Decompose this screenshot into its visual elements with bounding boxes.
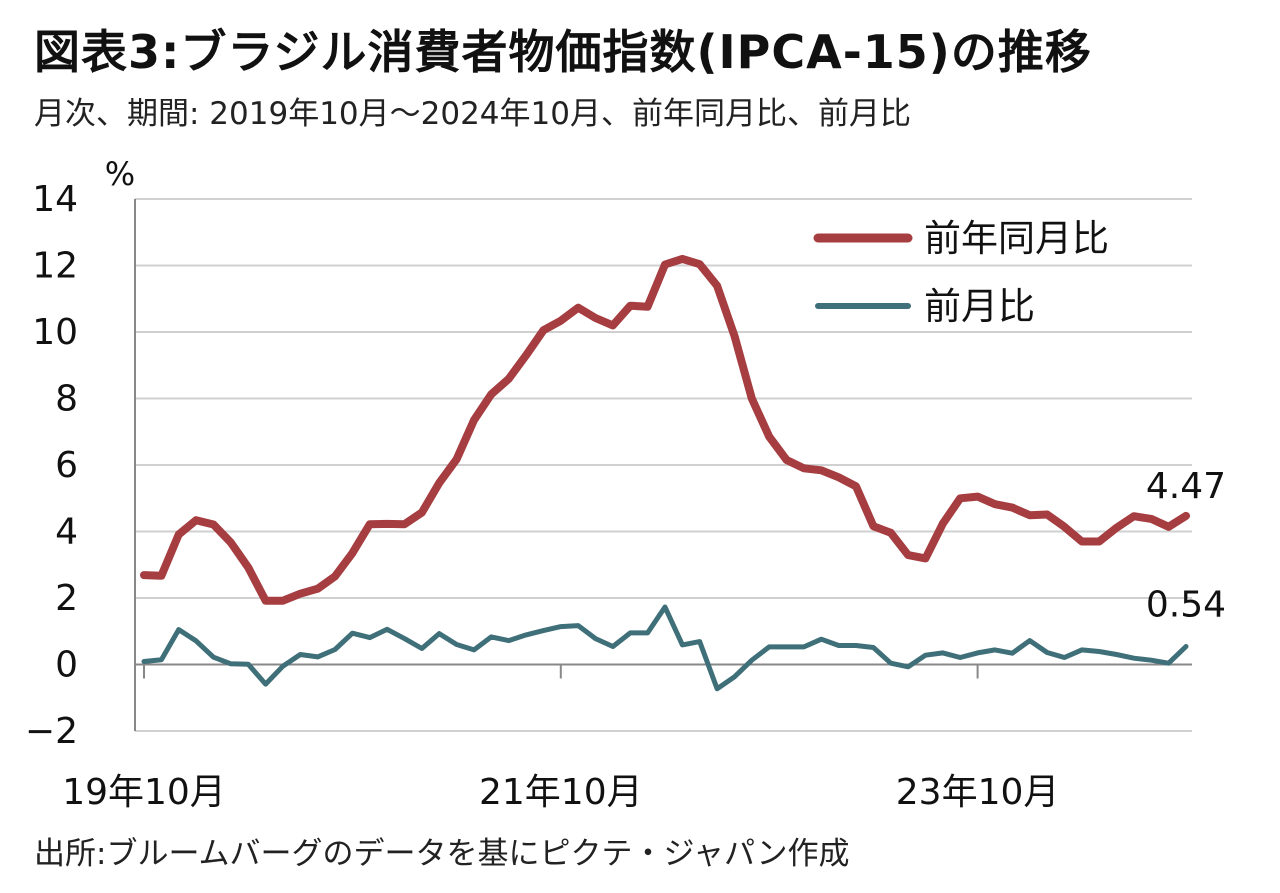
legend-label-mom: 前月比 xyxy=(924,285,1035,328)
data-label-yoy-last: 4.47 xyxy=(1146,466,1226,507)
y-tick-label: 12 xyxy=(32,246,78,287)
x-tick-label: 19年10月 xyxy=(62,772,226,813)
y-tick-label: 0 xyxy=(55,645,78,686)
data-label-mom-last: 0.54 xyxy=(1146,585,1226,626)
y-tick-label: 8 xyxy=(55,379,78,420)
y-tick-label: 4 xyxy=(55,512,78,553)
chart-title: 図表3:ブラジル消費者物価指数(IPCA-15)の推移 xyxy=(34,25,1092,79)
x-tick-label: 23年10月 xyxy=(896,772,1060,813)
gridlines xyxy=(135,198,1192,732)
y-tick-label: 10 xyxy=(32,312,78,353)
series-lines xyxy=(140,254,1190,692)
y-tick-label: −2 xyxy=(25,711,78,752)
series-line-mom xyxy=(141,604,1189,692)
y-tick-label: 6 xyxy=(55,445,78,486)
axes: −2 0 2 4 6 8 10 12 14% 19年10月 21年10月 23年10月 xyxy=(25,155,1192,813)
x-tick-label: 21年10月 xyxy=(479,772,643,813)
chart-subtitle: 月次、期間: 2019年10月～2024年10月、前年同月比、前月比 xyxy=(34,96,911,132)
series-line-yoy xyxy=(140,254,1190,605)
y-tick-label: 14 xyxy=(32,179,78,220)
data-labels: 4.47 0.54 xyxy=(1146,466,1226,626)
legend-label-yoy: 前年同月比 xyxy=(924,217,1109,260)
source-note: 出所:ブルームバーグのデータを基にピクテ・ジャパン作成 xyxy=(34,836,850,872)
y-tick-label: 2 xyxy=(55,578,78,619)
y-axis-unit: % xyxy=(105,155,135,193)
